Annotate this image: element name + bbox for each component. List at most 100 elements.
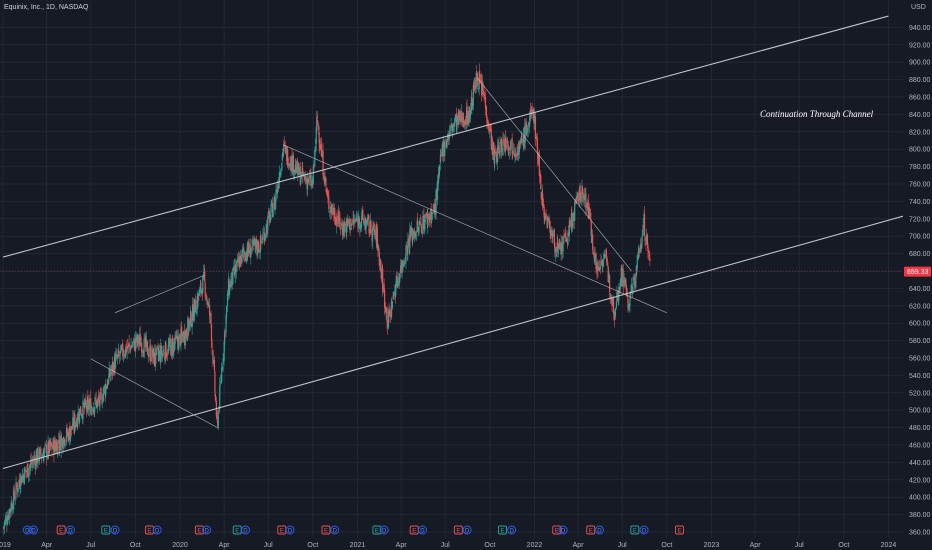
trendline-channel-upper[interactable] [2, 15, 889, 258]
candle-body [59, 435, 61, 450]
last-price-label: 659.33 [907, 269, 929, 276]
candle-body [538, 154, 540, 177]
earnings-event-icon[interactable]: E [101, 525, 111, 535]
candle-body [236, 260, 238, 266]
y-tick-label: 520.00 [909, 390, 931, 397]
candle-body [58, 446, 60, 449]
trendline-downtrend-2021[interactable] [476, 77, 632, 272]
y-tick-label: 360.00 [909, 530, 931, 537]
candle-body [617, 290, 619, 297]
time-axis[interactable]: 2019 Apr Jul Oct 2020 Apr Jul Oct 2021 Apr Jul Oct 2… [0, 538, 932, 550]
dividend-event-icon[interactable]: D [507, 525, 517, 535]
candle-body [425, 213, 427, 215]
candle-body [364, 220, 366, 224]
candle-body [127, 346, 129, 349]
candle-body [261, 242, 264, 244]
candle-body [268, 211, 270, 214]
candle-body [622, 269, 624, 287]
earnings-event-icon[interactable]: E [56, 525, 66, 535]
x-tick-label: Oct [484, 542, 495, 549]
drawings[interactable] [2, 15, 904, 470]
dividend-event-icon[interactable]: D [152, 525, 162, 535]
candle-body [317, 123, 319, 131]
earnings-event-icon[interactable]: E [675, 525, 684, 535]
candle-body [280, 171, 282, 176]
dividend-event-icon[interactable]: D [285, 525, 295, 535]
candle-body [6, 518, 8, 524]
candle-body [391, 301, 393, 309]
earnings-event-icon[interactable]: E [498, 525, 507, 535]
candle-body [165, 343, 167, 358]
dividend-event-icon[interactable]: D [110, 525, 120, 535]
candle-body [475, 72, 477, 88]
annotation-text[interactable]: Continuation Through Channel [760, 109, 874, 119]
dividend-event-icon[interactable]: D [418, 525, 427, 535]
candle-body [400, 265, 402, 274]
dividend-event-icon[interactable]: D [22, 525, 32, 535]
candle-body [320, 144, 323, 157]
earnings-event-icon[interactable]: E [453, 525, 463, 535]
candle-body [513, 151, 515, 155]
candle-body [314, 146, 316, 153]
candle-body [450, 124, 453, 128]
dividend-event-icon[interactable]: D [379, 525, 389, 535]
candle-body [576, 197, 578, 201]
candle-body [608, 273, 610, 283]
candle-body [327, 194, 329, 198]
earnings-event-icon[interactable]: E [552, 525, 562, 535]
dividend-event-icon[interactable]: D [65, 525, 75, 535]
candle-body [607, 261, 609, 267]
earnings-event-icon[interactable]: E [194, 525, 204, 535]
candle-body [355, 219, 357, 222]
candle-body [307, 178, 309, 184]
candle-body [147, 353, 150, 358]
y-tick-label: 820.00 [909, 129, 931, 136]
trendline-triangle-2019-lower[interactable] [90, 358, 218, 428]
candle-body [203, 271, 205, 278]
candle-body [588, 208, 590, 219]
candle-body [200, 288, 202, 293]
candle-body [454, 118, 456, 123]
candle-body [5, 516, 7, 521]
earnings-event-icon[interactable]: E [630, 525, 640, 535]
candle-body [460, 118, 462, 122]
candle-body [31, 463, 33, 465]
candle-body [349, 219, 351, 231]
dividend-event-icon[interactable]: D [594, 525, 604, 535]
trendline-downtrend-2020[interactable] [283, 144, 667, 314]
candle-body [540, 191, 542, 200]
dividend-event-icon[interactable]: D [639, 525, 649, 535]
candle-body [49, 442, 52, 447]
candle-body [347, 219, 349, 225]
candle-body [118, 351, 120, 355]
dividend-event-icon[interactable]: D [462, 525, 472, 535]
candle-body [358, 218, 361, 225]
svg-text:D: D [204, 528, 209, 534]
earnings-event-icon[interactable]: E [321, 525, 331, 535]
earnings-event-icon[interactable]: E [586, 525, 596, 535]
candle-body [416, 221, 418, 232]
x-tick-label: Oct [307, 542, 318, 549]
candle-body [80, 414, 83, 416]
trendline-channel-lower[interactable] [2, 215, 904, 470]
earnings-event-icon[interactable]: E [372, 525, 382, 535]
dividend-event-icon[interactable]: D [241, 525, 250, 535]
dividend-event-icon[interactable]: D [330, 525, 340, 535]
candle-body [195, 312, 197, 314]
candle-body [249, 245, 251, 258]
candle-body [212, 350, 214, 364]
candle-body [11, 503, 13, 510]
dividend-event-icon[interactable]: D [558, 525, 568, 535]
candle-body [134, 338, 136, 351]
candle-body [350, 228, 352, 230]
dividend-event-icon[interactable]: D [202, 525, 212, 535]
trendline-triangle-2019-upper[interactable] [114, 275, 205, 314]
svg-text:D: D [510, 528, 515, 534]
candle-body [494, 152, 496, 164]
candle-body [647, 250, 650, 254]
dividend-event-icon[interactable]: D [29, 525, 38, 535]
candle-body [334, 216, 336, 223]
candle-body [241, 249, 243, 263]
